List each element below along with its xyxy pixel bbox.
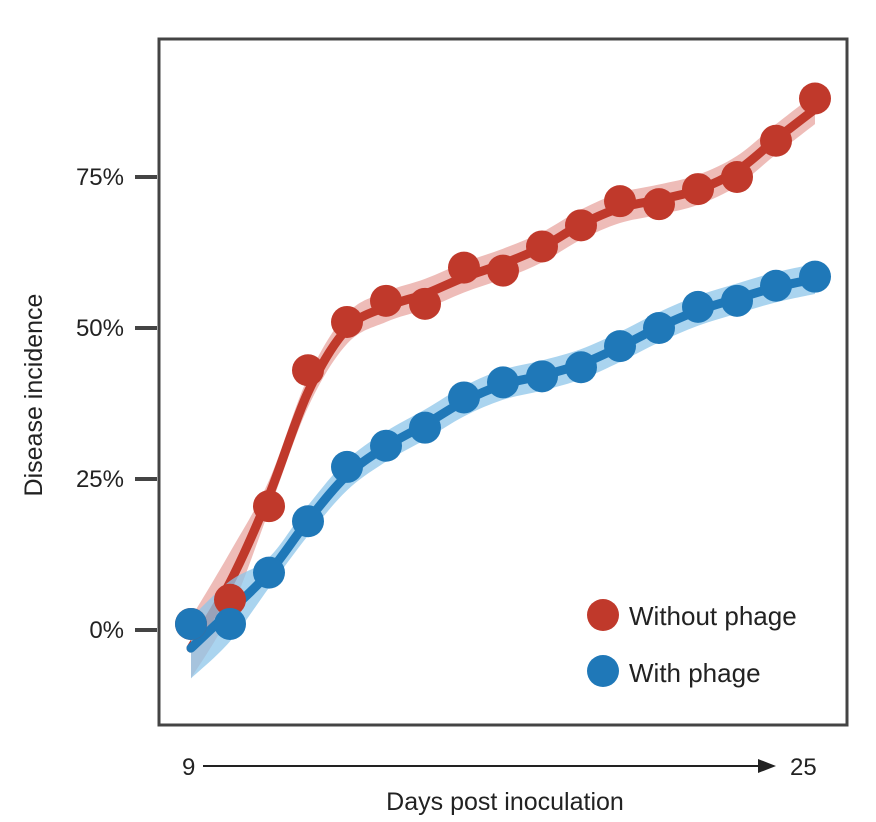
point-without-phage-5 — [370, 284, 402, 317]
point-with-phage-13 — [682, 290, 714, 323]
confidence-band-with-phage — [191, 263, 815, 679]
point-with-phage-8 — [487, 366, 519, 399]
point-with-phage-7 — [448, 381, 480, 414]
y-tick-label-0: 0% — [89, 617, 124, 644]
legend-label-with-phage: With phage — [629, 658, 761, 688]
point-without-phage-14 — [721, 161, 753, 193]
y-tick-label-2: 50% — [76, 315, 124, 342]
y-axis-title: Disease incidence — [20, 294, 48, 497]
point-without-phage-2 — [253, 490, 285, 523]
point-without-phage-9 — [526, 230, 558, 263]
point-with-phage-0 — [175, 607, 207, 640]
point-with-phage-5 — [370, 429, 402, 462]
x-axis-arrowhead — [758, 759, 776, 773]
x-start-label: 9 — [182, 754, 195, 781]
x-end-label: 25 — [790, 754, 817, 781]
point-without-phage-15 — [760, 124, 792, 157]
point-with-phage-10 — [565, 351, 597, 384]
point-without-phage-16 — [799, 82, 831, 115]
point-without-phage-4 — [331, 305, 363, 338]
legend-label-without-phage: Without phage — [629, 601, 797, 631]
point-with-phage-4 — [331, 450, 363, 483]
y-tick-label-1: 25% — [76, 466, 124, 493]
point-with-phage-16 — [799, 260, 831, 293]
point-without-phage-8 — [487, 254, 519, 287]
x-axis-title: Days post inoculation — [386, 788, 624, 816]
point-without-phage-7 — [448, 251, 480, 284]
point-without-phage-6 — [409, 287, 441, 320]
point-with-phage-2 — [253, 556, 285, 589]
point-with-phage-3 — [292, 505, 324, 538]
legend: Without phage With phage — [587, 599, 797, 688]
legend-marker-without-phage — [587, 599, 619, 631]
x-axis: 9 25 Days post inoculation — [182, 754, 817, 816]
point-with-phage-15 — [760, 269, 792, 302]
point-without-phage-10 — [565, 209, 597, 242]
point-without-phage-1 — [214, 583, 246, 616]
point-without-phage-11 — [604, 185, 636, 218]
point-with-phage-1 — [214, 607, 246, 640]
series-layer — [175, 82, 831, 679]
point-with-phage-11 — [604, 330, 636, 363]
plot-frame — [157, 37, 849, 727]
point-with-phage-14 — [721, 284, 753, 317]
y-axis: 0% 25% 50% 75% — [76, 164, 157, 644]
point-with-phage-9 — [526, 360, 558, 393]
y-tick-label-3: 75% — [76, 164, 124, 191]
point-without-phage-12 — [643, 188, 675, 221]
point-without-phage-3 — [292, 354, 324, 387]
legend-marker-with-phage — [587, 655, 619, 687]
point-with-phage-6 — [409, 411, 441, 444]
point-without-phage-13 — [682, 173, 714, 206]
point-with-phage-12 — [643, 312, 675, 344]
